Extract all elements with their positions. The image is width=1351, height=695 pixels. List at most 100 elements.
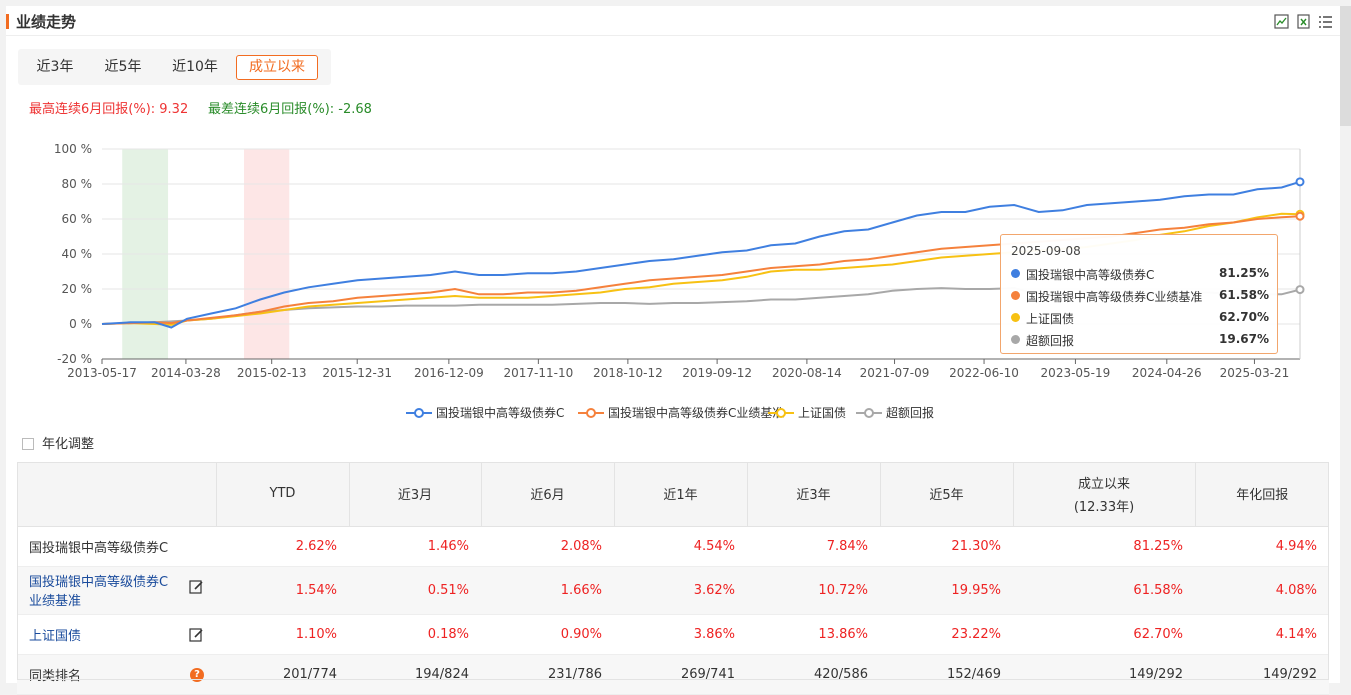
series-dot [1011,291,1020,300]
chart-export-icon[interactable] [1274,14,1289,29]
y-tick-label: 20 % [62,282,93,296]
annualize-label: 年化调整 [42,437,95,452]
series-end-point [1295,285,1305,295]
table-cell: 4.54% [614,526,747,567]
tooltip-row: 超额回报 19.67% [1011,331,1269,349]
table-cell: 81.25% [1013,526,1195,567]
header-cell: 近5年 [880,462,1014,527]
legend-marker [414,408,424,418]
table-cell: 2.08% [481,526,614,567]
row-name: 国投瑞银中高等级债券C [29,540,169,556]
row-name[interactable]: 国投瑞银中高等级债券C [29,575,169,590]
table-header-row: YTD 近3月 近6月 近1年 近3年 近5年 成立以来 (12.33年) 年化回… [17,462,1329,527]
x-tick-label: 2022-06-10 [949,366,1019,380]
best-6m-return: 最高连续6月回报(%): 9.32 [29,102,189,117]
header-cell: 近6月 [481,462,615,527]
tooltip-series-value: 19.67% [1219,332,1269,346]
table-cell: 2.62% [216,526,349,567]
table-cell: 0.90% [481,614,614,655]
scrollbar[interactable] [1340,6,1351,126]
tab-10y[interactable]: 近10年 [172,59,218,75]
table-cell: 1.66% [481,566,614,615]
table-row: 同类排名? 201/774 194/824 231/786 269/741 420/586… [17,654,1329,695]
tooltip-row: 国投瑞银中高等级债券C业绩基准 61.58% [1011,287,1269,305]
table-cell: 61.58% [1013,566,1195,615]
table-cell: 4.08% [1195,566,1329,615]
x-tick-label: 2013-05-17 [67,366,137,380]
row-name[interactable]: 上证国债 [29,628,82,644]
table-cell: 21.30% [880,526,1013,567]
series-dot [1011,269,1020,278]
edit-icon[interactable] [189,627,204,642]
table-cell: 149/292 [1195,654,1329,695]
tab-5y[interactable]: 近5年 [104,59,142,75]
period-tabs: 近3年 近5年 近10年 成立以来 [18,49,331,85]
y-tick-label: 80 % [62,177,93,191]
row-name: 同类排名 [29,668,82,684]
header-cell: 近3月 [349,462,482,527]
x-tick-label: 2017-11-10 [503,366,573,380]
title-accent-bar [6,14,9,29]
tooltip-series-name: 超额回报 [1026,334,1075,348]
table-cell: 23.22% [880,614,1013,655]
tab-3y[interactable]: 近3年 [36,59,74,75]
tooltip-row: 国投瑞银中高等级债券C 81.25% [1011,265,1269,283]
x-tick-label: 2016-12-09 [414,366,484,380]
header-label: 成立以来 [1077,476,1130,492]
table-cell: 13.86% [747,614,880,655]
tooltip-series-name: 上证国债 [1026,312,1075,326]
checkbox-box[interactable] [22,438,34,450]
legend-label: 上证国债 [798,406,846,420]
tooltip-series-value: 61.58% [1219,288,1269,302]
table-cell: 10.72% [747,566,880,615]
row-name-cell[interactable]: 上证国债 [17,614,216,655]
table-row: 国投瑞银中高等级债券C 业绩基准 1.54% 0.51% 1.66% 3.62% 10.72… [17,566,1329,615]
tooltip-series-name: 国投瑞银中高等级债券C业绩基准 [1026,290,1203,304]
table-cell: 1.10% [216,614,349,655]
legend-label: 国投瑞银中高等级债券C [436,405,564,420]
performance-panel: 业绩走势 近3年 近5年 近10年 成立以来 最高连续6月回报(%): 9.32… [6,6,1340,695]
header-cell: 年化回报 [1195,462,1329,527]
x-tick-label: 2021-07-09 [860,366,930,380]
table-cell: 3.62% [614,566,747,615]
table-row: 上证国债 1.10% 0.18% 0.90% 3.86% 13.86% 23.22% 62.7… [17,614,1329,655]
legend-label: 超额回报 [886,405,934,420]
header-cell [17,462,217,527]
table-cell: 1.54% [216,566,349,615]
x-tick-label: 2023-05-19 [1041,366,1111,380]
table-cell: 0.51% [349,566,481,615]
edit-icon[interactable] [189,579,204,594]
y-tick-label: -20 % [57,352,92,366]
header-cell: 近1年 [614,462,748,527]
row-name-cell: 国投瑞银中高等级债券C [17,526,216,567]
y-tick-label: 0 % [69,317,92,331]
help-icon[interactable]: ? [190,667,204,682]
table-row: 国投瑞银中高等级债券C 2.62% 1.46% 2.08% 4.54% 7.84% 21.3… [17,526,1329,567]
row-name-cell: 同类排名? [17,654,216,695]
legend-marker [776,408,786,418]
x-tick-label: 2024-04-26 [1132,366,1202,380]
table-cell: 3.86% [614,614,747,655]
table-cell: 4.94% [1195,526,1329,567]
series-line [101,180,1301,329]
row-name-line2[interactable]: 业绩基准 [29,594,82,609]
tab-since-inception[interactable]: 成立以来 [236,55,318,80]
row-name-cell[interactable]: 国投瑞银中高等级债券C 业绩基准 [17,566,216,615]
y-tick-label: 40 % [62,247,93,261]
returns-table: YTD 近3月 近6月 近1年 近3年 近5年 成立以来 (12.33年) 年化回… [17,462,1329,695]
table-cell: 149/292 [1013,654,1195,695]
annualize-checkbox[interactable]: 年化调整 [22,433,94,452]
chart-tooltip: 2025-09-08 国投瑞银中高等级债券C 81.25% 国投瑞银中高等级债券… [1000,234,1278,354]
x-tick-label: 2025-03-21 [1220,366,1290,380]
series-dot [1011,313,1020,322]
list-menu-icon[interactable] [1318,14,1333,29]
header-cell: YTD [216,462,350,527]
table-cell: 7.84% [747,526,880,567]
excel-export-icon[interactable] [1296,14,1311,29]
header-cell: 成立以来 (12.33年) [1013,462,1196,527]
panel-title: 业绩走势 [16,13,77,31]
series-end-point [1295,177,1305,187]
legend-label: 国投瑞银中高等级债券C业绩基准 [608,405,784,420]
tooltip-date: 2025-09-08 [1011,244,1081,258]
table-cell: 4.14% [1195,614,1329,655]
